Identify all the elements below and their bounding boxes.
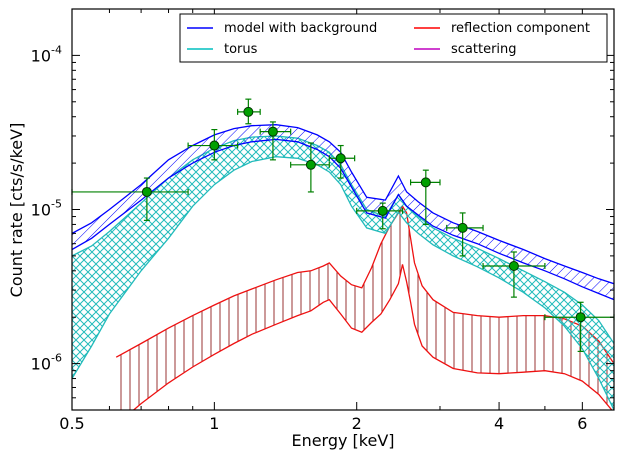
data-marker <box>420 177 431 188</box>
data-marker <box>141 186 152 197</box>
reflection-band-fill <box>116 206 614 410</box>
legend: model with background reflection compone… <box>179 13 608 63</box>
data-point-3 <box>259 121 292 161</box>
x-tick-label-4: 6 <box>577 414 587 433</box>
legend-label-model: model with background <box>224 21 377 36</box>
data-point-8 <box>446 212 484 257</box>
data-marker <box>508 260 519 271</box>
data-marker <box>457 222 468 233</box>
x-tick-label-3: 4 <box>494 414 504 433</box>
legend-label-scattering: scattering <box>451 42 517 57</box>
y-tick-label-0: 10-6 <box>31 352 62 374</box>
data-marker <box>575 312 586 323</box>
x-tick-label-0: 0.5 <box>59 414 84 433</box>
x-tick-label-1: 1 <box>209 414 219 433</box>
data-marker <box>377 205 388 216</box>
legend-box <box>179 13 608 63</box>
reflection-band-upper-line <box>115 204 614 364</box>
legend-label-torus: torus <box>224 42 258 57</box>
legend-label-reflection: reflection component <box>451 21 590 36</box>
y-tick-label-1: 10-5 <box>31 198 62 220</box>
torus-band-fill <box>72 136 614 410</box>
data-marker <box>335 153 346 164</box>
data-point-5 <box>328 144 356 179</box>
data-point-9 <box>482 251 546 298</box>
tick-labels: 0.5 1 2 4 6 10-6 10-5 10-4 <box>31 43 588 433</box>
y-tick-label-2: 10-4 <box>31 43 62 65</box>
ticks-layer <box>71 8 615 411</box>
data-point-4 <box>290 142 330 193</box>
data-point-10 <box>544 301 615 353</box>
data-marker <box>267 126 278 137</box>
y-axis-label: Count rate [cts/s/keV] <box>7 123 26 298</box>
reflection-band-lower-line <box>132 264 613 410</box>
data-point-6 <box>356 202 404 230</box>
data-marker <box>209 140 220 151</box>
data-marker <box>305 159 316 170</box>
data-point-2 <box>237 98 261 125</box>
x-tick-label-2: 2 <box>352 414 362 433</box>
torus-band-lower-line <box>72 156 614 410</box>
x-axis-label: Energy [keV] <box>291 431 394 450</box>
data-point-7 <box>409 169 441 226</box>
data-point-1 <box>187 128 239 161</box>
data-marker <box>243 106 254 117</box>
model-band-lower-line <box>72 138 614 301</box>
